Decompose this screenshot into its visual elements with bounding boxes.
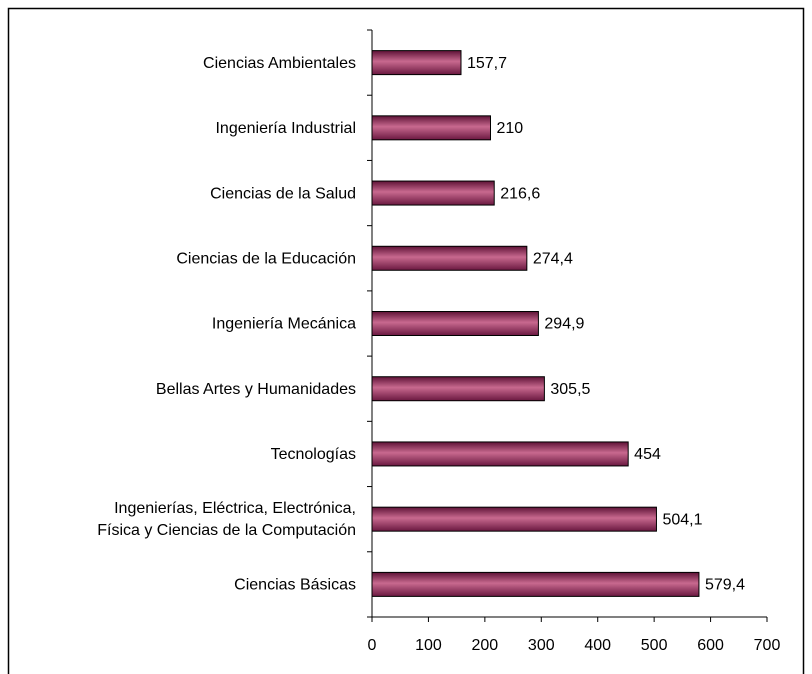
value-label: 294,9 — [544, 316, 584, 333]
value-label: 216,6 — [500, 185, 540, 202]
y-tick-label: Ingenierías, Eléctrica, Electrónica, Físi… — [97, 500, 356, 539]
y-tick-label: Ciencias de la Educación — [176, 250, 356, 267]
bar — [371, 50, 462, 76]
value-label: 454 — [634, 446, 661, 463]
value-label: 274,4 — [533, 250, 573, 267]
x-tick-label: 300 — [528, 637, 555, 654]
x-tick-label: 500 — [641, 637, 668, 654]
value-label: 157,7 — [467, 55, 507, 72]
bar — [371, 376, 545, 402]
bar — [371, 245, 528, 271]
x-tick-label: 400 — [584, 637, 611, 654]
bar — [371, 180, 495, 206]
bar — [371, 115, 491, 141]
x-tick-label: 700 — [754, 637, 781, 654]
value-label: 305,5 — [550, 381, 590, 398]
y-tick-label: Ciencias Básicas — [234, 577, 356, 594]
value-label: 504,1 — [662, 511, 702, 528]
bar — [371, 311, 539, 336]
y-tick-label: Bellas Artes y Humanidades — [156, 381, 356, 398]
value-label: 210 — [497, 120, 524, 137]
bar — [371, 506, 657, 532]
y-tick-label: Ingeniería Mecánica — [212, 316, 356, 333]
bar — [371, 441, 629, 467]
value-label: 579,4 — [705, 577, 745, 594]
x-tick-label: 200 — [472, 637, 499, 654]
y-tick-label: Ciencias de la Salud — [210, 185, 356, 202]
y-tick-label: Tecnologías — [271, 446, 356, 463]
y-tick-label: Ciencias Ambientales — [203, 55, 356, 72]
x-tick-label: 0 — [368, 637, 377, 654]
x-tick-label: 600 — [697, 637, 724, 654]
y-tick-label: Ingeniería Industrial — [215, 120, 356, 137]
x-tick-label: 100 — [415, 637, 442, 654]
bar — [371, 571, 700, 597]
chart-frame — [7, 7, 805, 674]
